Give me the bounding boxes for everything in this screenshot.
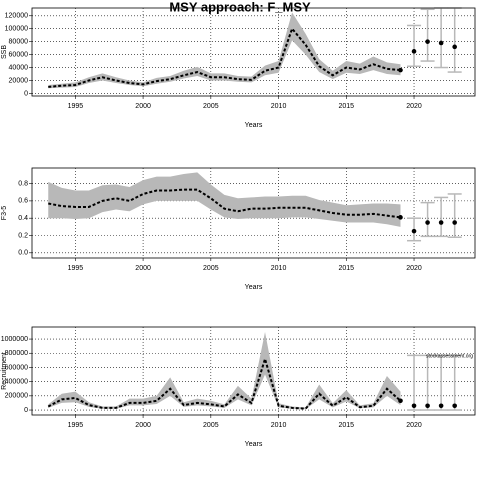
x-tick-label: 2020 (406, 265, 422, 272)
last-point (398, 398, 403, 404)
projection-point (411, 403, 417, 409)
x-tick-label: 2000 (135, 265, 151, 272)
y-tick-label: 80000 (9, 38, 29, 45)
y-tick-label: 40000 (9, 64, 29, 71)
y-tick-label: 400000 (5, 378, 28, 385)
projection-point (425, 403, 430, 409)
x-tick-label: 2020 (406, 103, 422, 110)
plot-frame (31, 326, 476, 416)
y-axis-label: F3-5 (1, 206, 8, 221)
x-tick-label: 2005 (203, 422, 219, 429)
projection-point (452, 220, 457, 225)
y-tick-label: 800000 (5, 350, 28, 357)
projection-point (425, 39, 430, 44)
confidence-band (48, 12, 401, 89)
confidence-band (48, 172, 401, 227)
x-tick-label: 2020 (406, 422, 422, 429)
projection-point (452, 403, 457, 409)
last-point (398, 67, 403, 73)
x-axis-label: Years (245, 122, 263, 129)
x-tick-label: 1995 (68, 265, 84, 272)
projection-point (425, 220, 430, 225)
y-tick-label: 20000 (9, 77, 29, 84)
y-tick-label: 100000 (5, 26, 28, 33)
y-tick-label: 0 (24, 407, 28, 414)
y-tick-label: 600000 (5, 364, 28, 371)
plot-frame (31, 167, 476, 259)
x-tick-label: 2015 (339, 265, 355, 272)
estimate-line (47, 355, 402, 410)
estimate-line (48, 26, 401, 88)
x-tick-label: 1995 (68, 103, 84, 110)
x-tick-label: 2015 (339, 103, 355, 110)
y-tick-label: 0.0 (18, 250, 28, 257)
x-tick-label: 2015 (339, 422, 355, 429)
projection-point (438, 403, 444, 409)
x-tick-label: 1995 (68, 422, 84, 429)
y-tick-label: 0 (24, 90, 28, 97)
x-tick-label: 2005 (203, 265, 219, 272)
y-tick-label: 0.8 (18, 180, 28, 187)
plot-frame (31, 7, 476, 97)
x-tick-label: 2010 (271, 265, 287, 272)
projection-point (411, 49, 417, 54)
chart-title: MSY approach: F_MSY (169, 0, 311, 14)
projection-point (438, 220, 444, 225)
y-tick-label: 0.2 (18, 232, 28, 239)
annotation: stockassessment.org (426, 353, 473, 359)
y-tick-label: 120000 (5, 13, 28, 20)
estimate-line (48, 188, 401, 219)
x-tick-label: 2000 (135, 103, 151, 110)
y-tick-label: 60000 (9, 51, 29, 58)
x-tick-label: 2000 (135, 422, 151, 429)
y-tick-label: 1000000 (1, 336, 28, 343)
y-tick-label: 200000 (5, 393, 28, 400)
last-point (398, 215, 403, 220)
y-tick-label: 0.4 (18, 215, 28, 222)
x-axis-label: Years (245, 441, 263, 448)
projection-point (438, 40, 444, 46)
y-tick-label: 0.6 (18, 198, 28, 205)
x-tick-label: 2005 (203, 103, 219, 110)
x-axis-label: Years (245, 284, 263, 291)
y-axis-label: Recruitment (1, 352, 8, 390)
x-tick-label: 2010 (271, 103, 287, 110)
projection-point (452, 44, 457, 50)
x-tick-label: 2010 (271, 422, 287, 429)
y-axis-label: SSB (1, 45, 8, 59)
projection-point (411, 228, 417, 234)
